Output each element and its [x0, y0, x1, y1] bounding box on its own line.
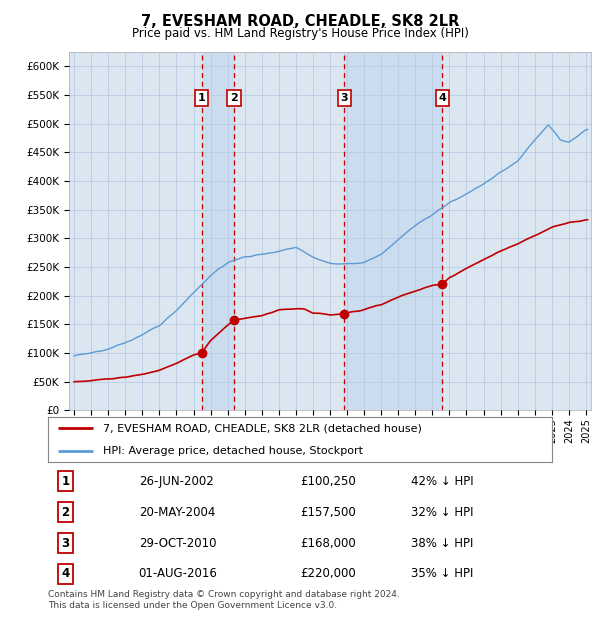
- Text: HPI: Average price, detached house, Stockport: HPI: Average price, detached house, Stoc…: [103, 446, 364, 456]
- Text: 2: 2: [230, 93, 238, 103]
- Text: £157,500: £157,500: [300, 505, 356, 518]
- Text: 4: 4: [62, 567, 70, 580]
- Text: £168,000: £168,000: [300, 536, 356, 549]
- Bar: [344, 52, 442, 410]
- Text: 7, EVESHAM ROAD, CHEADLE, SK8 2LR: 7, EVESHAM ROAD, CHEADLE, SK8 2LR: [141, 14, 459, 29]
- Text: 7, EVESHAM ROAD, CHEADLE, SK8 2LR (detached house): 7, EVESHAM ROAD, CHEADLE, SK8 2LR (detac…: [103, 423, 422, 433]
- Text: 38% ↓ HPI: 38% ↓ HPI: [411, 536, 473, 549]
- Text: Price paid vs. HM Land Registry's House Price Index (HPI): Price paid vs. HM Land Registry's House …: [131, 27, 469, 40]
- Text: Contains HM Land Registry data © Crown copyright and database right 2024.
This d: Contains HM Land Registry data © Crown c…: [48, 590, 400, 609]
- Text: 26-JUN-2002: 26-JUN-2002: [139, 475, 214, 488]
- Text: 20-MAY-2004: 20-MAY-2004: [139, 505, 215, 518]
- Text: 42% ↓ HPI: 42% ↓ HPI: [411, 475, 473, 488]
- Text: 35% ↓ HPI: 35% ↓ HPI: [411, 567, 473, 580]
- Text: 2: 2: [62, 505, 70, 518]
- Text: 3: 3: [340, 93, 348, 103]
- Text: 4: 4: [439, 93, 446, 103]
- Bar: [202, 52, 234, 410]
- Text: £100,250: £100,250: [300, 475, 356, 488]
- Text: 1: 1: [62, 475, 70, 488]
- Text: 1: 1: [198, 93, 206, 103]
- Text: 3: 3: [62, 536, 70, 549]
- Text: 29-OCT-2010: 29-OCT-2010: [139, 536, 216, 549]
- Text: £220,000: £220,000: [300, 567, 356, 580]
- Text: 01-AUG-2016: 01-AUG-2016: [139, 567, 218, 580]
- Text: 32% ↓ HPI: 32% ↓ HPI: [411, 505, 473, 518]
